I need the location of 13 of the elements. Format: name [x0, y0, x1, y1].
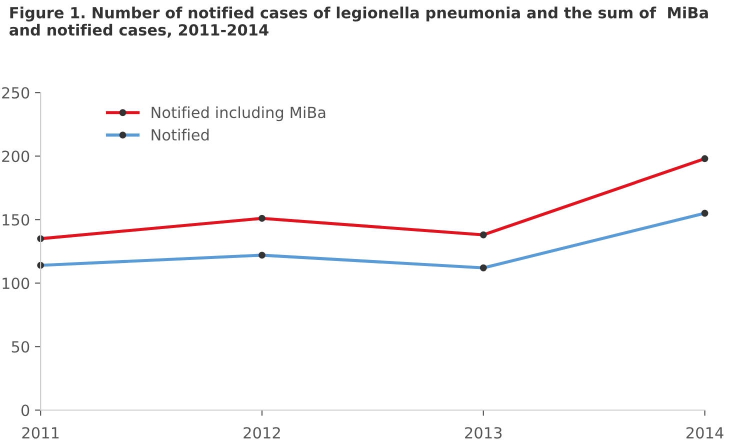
x-tick-label: 2011	[22, 427, 59, 439]
y-tick-label: 150	[2, 214, 30, 226]
legend-label: Notified	[152, 128, 209, 141]
x-tick-label: 2013	[465, 427, 502, 439]
y-tick-label: 250	[2, 87, 30, 99]
y-tick-label: 50	[12, 341, 30, 353]
y-tick-label: 100	[2, 278, 30, 290]
y-tick-label: 0	[21, 404, 30, 416]
y-tick-label: 200	[2, 150, 30, 162]
x-tick-label: 2012	[244, 427, 280, 439]
legend-label: Notified including MiBa	[152, 106, 326, 122]
chart-title: Figure 1. Number of notified cases of legionella pneumonia and the sum of MiBa and notified cases, 2011-2014	[10, 6, 708, 38]
x-tick-label: 2014	[686, 427, 724, 439]
